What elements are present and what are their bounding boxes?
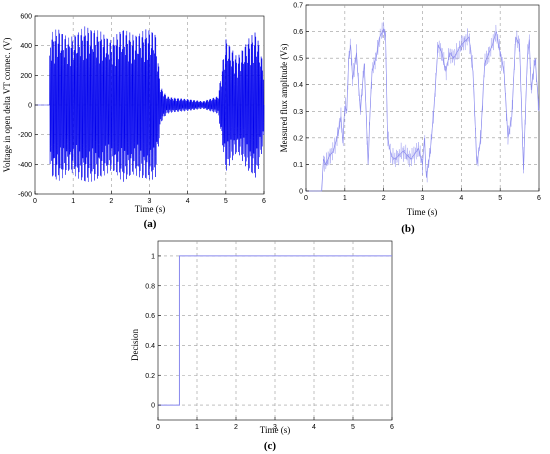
- panel-b-label: (b): [401, 223, 415, 235]
- panel-b-series: [306, 21, 540, 192]
- panel-a-xtick-label: 4: [186, 198, 190, 205]
- panel-a-xlabel: Time (s): [135, 204, 165, 214]
- panel-b-xlabel: Time (s): [407, 207, 437, 217]
- panel-a-ytick-label: -200: [18, 132, 32, 139]
- panel-b-xtick-label: 1: [343, 195, 347, 202]
- panel-a-xtick-label: 5: [224, 198, 228, 205]
- panel-c-y-ticks: 0 0.2 0.4 0.6 0.8 1: [145, 253, 161, 410]
- panel-a-xtick-label: 6: [262, 198, 266, 205]
- panel-c-xtick-label: 2: [234, 424, 238, 431]
- panel-a-xtick-label: 2: [109, 198, 113, 205]
- panel-a-ylabel: Voltage in open delta VT connec. (V): [2, 38, 12, 173]
- panel-a-ytick-label: 600: [20, 14, 32, 21]
- panel-a-label: (a): [144, 218, 157, 230]
- panel-a-xtick-label: 1: [71, 198, 75, 205]
- panel-a-y-ticks: -600 -400 -200 0 200 400 600: [18, 14, 38, 199]
- panel-a-ytick-label: 0: [28, 103, 32, 110]
- panel-b-ytick-label: 0.7: [293, 3, 303, 10]
- panel-c-ytick-label: 0.6: [145, 313, 155, 320]
- panel-b-ytick-label: 0.5: [293, 56, 303, 63]
- panel-c-ytick-label: 0.2: [145, 373, 155, 380]
- panel-b-x-ticks: 0 1 2 3 4 5 6: [304, 188, 541, 202]
- panel-b-xtick-label: 0: [304, 195, 308, 202]
- panel-b-xtick-label: 5: [498, 195, 502, 202]
- panel-a-xtick-label: 3: [148, 198, 152, 205]
- panel-c-xtick-label: 4: [312, 424, 316, 431]
- panel-b-ytick-label: 0.1: [293, 162, 303, 169]
- panel-c-ytick-label: 0.4: [145, 343, 155, 350]
- panel-b-y-ticks: 0 0.1 0.2 0.3 0.4 0.5 0.6 0.7: [293, 3, 309, 196]
- panel-a-ytick-label: 400: [20, 43, 32, 50]
- panel-c-xtick-label: 3: [273, 424, 277, 431]
- panel-a-series-line: [35, 26, 265, 182]
- panel-c-ytick-label: 0: [151, 403, 155, 410]
- panel-c: 0 1 2 3 4 5 6 0 0.2 0.4 0.6 0.8 1 Time (s) Decision…: [130, 240, 394, 452]
- panel-a-x-ticks: 0 1 2 3 4 5 6: [33, 191, 266, 205]
- panel-a-series: [35, 26, 265, 182]
- panel-b-xtick-label: 6: [537, 195, 541, 202]
- panel-b-xtick-label: 2: [382, 195, 386, 202]
- panel-c-series-line: [158, 255, 392, 406]
- panel-c-plot-area: [157, 240, 393, 421]
- panel-b-grid: [306, 5, 539, 191]
- panel-c-ylabel: Decision: [130, 329, 140, 361]
- panel-a-xtick-label: 0: [33, 198, 37, 205]
- panel-b-ytick-label: 0.4: [293, 82, 303, 89]
- panel-b-series-noise: [306, 21, 540, 192]
- panel-c-x-ticks: 0 1 2 3 4 5 6: [156, 417, 394, 431]
- panel-b-xtick-label: 4: [459, 195, 463, 202]
- panel-c-ytick-label: 1: [151, 253, 155, 260]
- panel-c-xtick-label: 6: [390, 424, 394, 431]
- panel-c-xtick-label: 1: [195, 424, 199, 431]
- panel-c-xlabel: Time (s): [260, 425, 290, 435]
- panel-b-xtick-label: 3: [421, 195, 425, 202]
- panel-c-series: [158, 255, 392, 406]
- panel-b-ytick-label: 0.2: [293, 135, 303, 142]
- panel-b-ytick-label: 0.3: [293, 109, 303, 116]
- panel-c-xtick-label: 5: [351, 424, 355, 431]
- panel-c-xtick-label: 0: [156, 424, 160, 431]
- panel-a-ytick-label: 200: [20, 73, 32, 80]
- panel-b-ytick-label: 0.6: [293, 29, 303, 36]
- panel-c-ytick-label: 0.8: [145, 283, 155, 290]
- panel-b-ytick-label: 0: [299, 189, 303, 196]
- panel-b-ylabel: Measured flux amplitude (Vs): [279, 44, 289, 153]
- panel-a-ytick-label: -400: [18, 162, 32, 169]
- panel-a-ytick-label: -600: [18, 192, 32, 199]
- panel-c-label: (c): [264, 440, 277, 452]
